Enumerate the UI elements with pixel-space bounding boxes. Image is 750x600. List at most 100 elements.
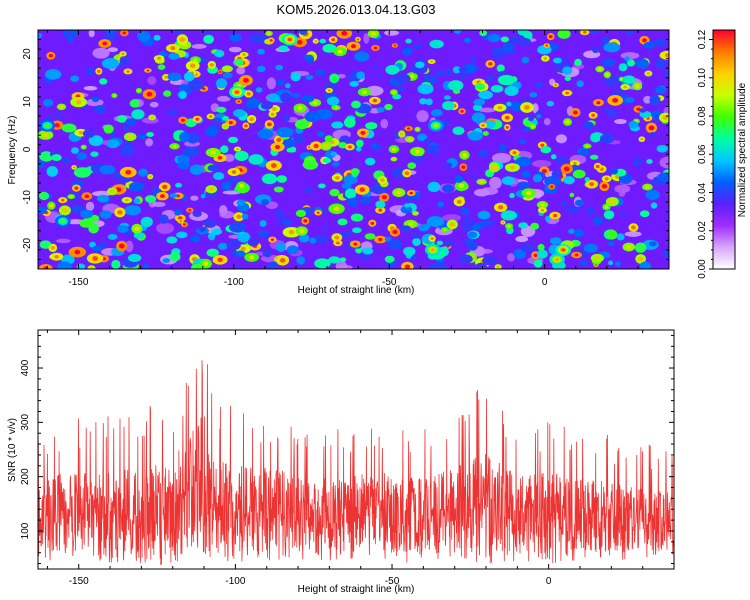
- heatmap-cell: [322, 43, 337, 53]
- heatmap-cell: [474, 83, 485, 90]
- heatmap-cell: [479, 30, 488, 37]
- heatmap-cell: [378, 208, 383, 212]
- heatmap-cell: [624, 231, 642, 237]
- heatmap-cell: [574, 253, 579, 257]
- heatmap-cell: [72, 166, 76, 169]
- heatmap-cell: [626, 59, 635, 67]
- heatmap-cell: [329, 73, 340, 84]
- heatmap-cell: [417, 83, 434, 95]
- heatmap-cell: [359, 196, 372, 205]
- heatmap-cell: [228, 120, 233, 125]
- heatmap-cell: [158, 214, 169, 224]
- heatmap-cell: [54, 123, 60, 128]
- heatmap-cell: [293, 134, 305, 144]
- heatmap-cell: [266, 77, 277, 90]
- heatmap-cell: [176, 231, 188, 239]
- heatmap-cell: [634, 242, 647, 253]
- x-tick-label: -100: [224, 277, 244, 288]
- heatmap-cell: [490, 85, 504, 93]
- colorbar-tick-label: 0.08: [697, 106, 708, 126]
- heatmap-cell: [107, 47, 118, 53]
- heatmap-cell: [82, 146, 86, 149]
- heatmap-cell: [67, 38, 74, 43]
- heatmap-cell: [304, 111, 321, 123]
- heatmap-hotspot: [234, 90, 239, 94]
- heatmap-cell: [635, 58, 649, 69]
- heatmap-cell: [550, 154, 557, 160]
- heatmap-cell: [142, 263, 150, 269]
- colorbar-ticks: 0.00 0.02 0.04 0.06 0.08 0.10 0.12: [697, 29, 713, 279]
- heatmap-cell: [186, 133, 200, 144]
- heatmap-cell: [191, 263, 204, 269]
- heatmap-cell: [302, 159, 319, 170]
- heatmap-cell: [536, 114, 542, 119]
- heatmap-cell: [106, 32, 118, 41]
- heatmap-cell: [334, 235, 340, 240]
- heatmap-cell: [255, 87, 263, 93]
- heatmap-cell: [61, 157, 71, 164]
- colorbar-tick-label: 0.06: [697, 144, 708, 164]
- heatmap-cell: [282, 219, 293, 227]
- heatmap-cell: [612, 97, 619, 103]
- heatmap-cell: [331, 38, 336, 42]
- heatmap-cell: [305, 75, 314, 80]
- chart-title: KOM5.2026.013.04.13.G03: [276, 2, 435, 17]
- heatmap-cell: [404, 264, 411, 269]
- heatmap-cell: [150, 116, 154, 119]
- heatmap-cell: [568, 228, 575, 234]
- x-tick-label: -150: [69, 576, 89, 587]
- x-tick-label: -50: [385, 576, 400, 587]
- heatmap-cell: [500, 210, 517, 221]
- heatmap-cell: [574, 199, 585, 207]
- heatmap-cell: [356, 38, 360, 41]
- heatmap-cell: [509, 192, 515, 199]
- heatmap-cell: [232, 109, 246, 118]
- heatmap-cell: [628, 121, 639, 129]
- heatmap-cell: [229, 33, 242, 42]
- heatmap-cell: [129, 99, 140, 108]
- heatmap-cell: [565, 91, 569, 95]
- colorbar-tick-label: 0.00: [697, 259, 708, 279]
- heatmap-cell: [607, 241, 616, 247]
- heatmap-cell: [459, 254, 473, 264]
- heatmap-cell: [482, 35, 489, 40]
- heatmap-cell: [509, 34, 526, 45]
- heatmap-cell: [486, 75, 495, 81]
- heatmap-hotspot: [561, 248, 566, 252]
- heatmap-cell: [607, 109, 618, 118]
- heatmap-cell: [242, 53, 246, 56]
- heatmap-cell: [99, 78, 108, 85]
- heatmap-cell: [489, 176, 502, 189]
- heatmap-cell: [133, 198, 141, 204]
- heatmap-cell: [215, 78, 228, 89]
- heatmap-cell: [427, 181, 441, 193]
- heatmap-cell: [270, 163, 277, 168]
- heatmap-cell: [640, 137, 644, 141]
- heatmap-cell: [313, 234, 329, 245]
- heatmap-cell: [498, 144, 508, 153]
- heatmap-cell: [117, 210, 123, 215]
- heatmap-cell: [416, 133, 428, 142]
- heatmap-cell: [648, 241, 657, 247]
- heatmap-cell: [375, 200, 386, 209]
- heatmap-cell: [616, 233, 625, 241]
- heatmap-cell: [507, 253, 515, 262]
- heatmap-hotspot: [430, 248, 435, 252]
- heatmap-cell: [257, 129, 274, 139]
- heatmap-cell: [236, 66, 246, 75]
- heatmap-cell: [442, 184, 455, 193]
- heatmap-cell: [393, 44, 397, 47]
- heatmap-cell: [479, 180, 484, 184]
- heatmap-cell: [391, 147, 397, 152]
- snr-series-line: [38, 360, 674, 566]
- heatmap-cell: [350, 213, 364, 222]
- heatmap-cell: [507, 224, 511, 228]
- heatmap-cell: [326, 96, 340, 106]
- heatmap-cell: [392, 90, 396, 94]
- y-tick-label: 0: [22, 146, 33, 152]
- heatmap-cell: [221, 181, 232, 191]
- heatmap-cell: [430, 60, 433, 63]
- heatmap-cell: [614, 118, 627, 125]
- heatmap-cell: [471, 174, 477, 179]
- heatmap-cell: [520, 243, 536, 253]
